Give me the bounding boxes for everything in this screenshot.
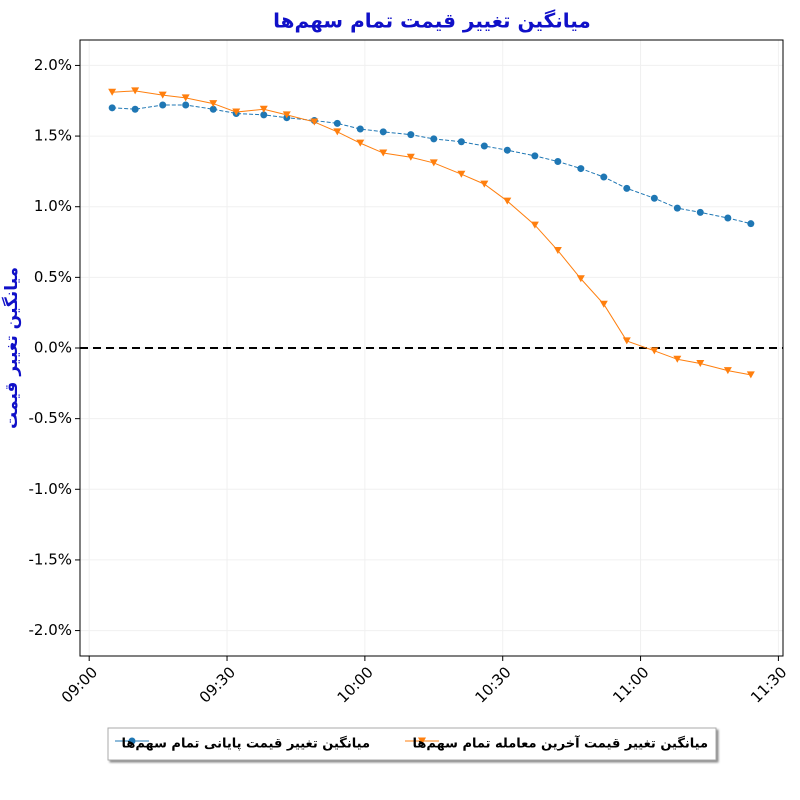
y-tick-label: 1.0% xyxy=(34,197,72,215)
y-tick-label: -1.0% xyxy=(28,480,72,498)
point xyxy=(673,204,681,212)
legend-marker xyxy=(418,737,426,745)
point xyxy=(407,131,415,139)
point xyxy=(503,197,512,205)
point xyxy=(310,118,319,126)
point xyxy=(260,111,268,119)
legend-label: میانگین تغییر قیمت پایانی تمام سهم‌ها xyxy=(121,736,370,752)
series-line xyxy=(112,90,751,376)
point xyxy=(209,105,217,113)
x-tick-label: 09:30 xyxy=(196,663,239,706)
point xyxy=(696,360,705,368)
y-tick-label: 1.5% xyxy=(34,127,72,145)
point xyxy=(108,88,117,96)
x-tick-label: 11:30 xyxy=(747,663,790,706)
point xyxy=(746,371,755,379)
point xyxy=(356,125,364,133)
point xyxy=(480,142,488,150)
point xyxy=(158,91,167,99)
point xyxy=(406,153,415,161)
point xyxy=(379,128,387,136)
point xyxy=(622,337,631,345)
y-tick-label: -0.5% xyxy=(28,409,72,427)
point xyxy=(724,214,732,222)
y-tick-label: 0.0% xyxy=(34,339,72,357)
point xyxy=(696,208,704,216)
x-tick-label: 09:00 xyxy=(58,663,101,706)
point xyxy=(457,170,466,178)
point xyxy=(553,247,562,255)
legend xyxy=(107,727,717,761)
x-tick-label: 11:00 xyxy=(609,663,652,706)
point xyxy=(600,173,608,181)
point xyxy=(333,128,342,136)
point xyxy=(577,165,585,173)
x-tick-label: 10:30 xyxy=(471,663,514,706)
point xyxy=(430,135,438,143)
point xyxy=(576,275,585,283)
point xyxy=(159,101,167,109)
point xyxy=(181,94,190,102)
point xyxy=(457,138,465,146)
point xyxy=(131,105,139,113)
point xyxy=(650,194,658,202)
point xyxy=(379,149,388,157)
y-tick-label: 0.5% xyxy=(34,268,72,286)
point xyxy=(182,101,190,109)
y-tick-label: -2.0% xyxy=(28,621,72,639)
point xyxy=(480,180,489,188)
point xyxy=(673,355,682,363)
series-line xyxy=(112,104,751,225)
point xyxy=(356,139,365,147)
point xyxy=(333,119,341,127)
point xyxy=(259,105,268,113)
legend-marker xyxy=(128,737,136,745)
point xyxy=(531,152,539,160)
point xyxy=(650,347,659,355)
y-tick-label: 2.0% xyxy=(34,56,72,74)
point xyxy=(131,87,140,95)
y-axis-label: میانگین تغییر قیمت xyxy=(1,267,22,429)
point xyxy=(530,221,539,229)
point xyxy=(282,111,291,119)
point xyxy=(429,159,438,167)
x-tick-label: 10:00 xyxy=(334,663,377,706)
point xyxy=(747,220,755,228)
point xyxy=(108,104,116,112)
chart-title: میانگین تغییر قیمت تمام سهم‌ها xyxy=(273,9,591,33)
y-tick-label: -1.5% xyxy=(28,550,72,568)
point xyxy=(232,108,241,116)
point xyxy=(623,184,631,192)
point xyxy=(209,100,218,108)
point xyxy=(503,146,511,154)
point xyxy=(599,300,608,308)
point xyxy=(554,158,562,166)
point xyxy=(723,367,732,375)
legend-label: میانگین تغییر قیمت آخرین معامله تمام سهم… xyxy=(412,735,708,752)
